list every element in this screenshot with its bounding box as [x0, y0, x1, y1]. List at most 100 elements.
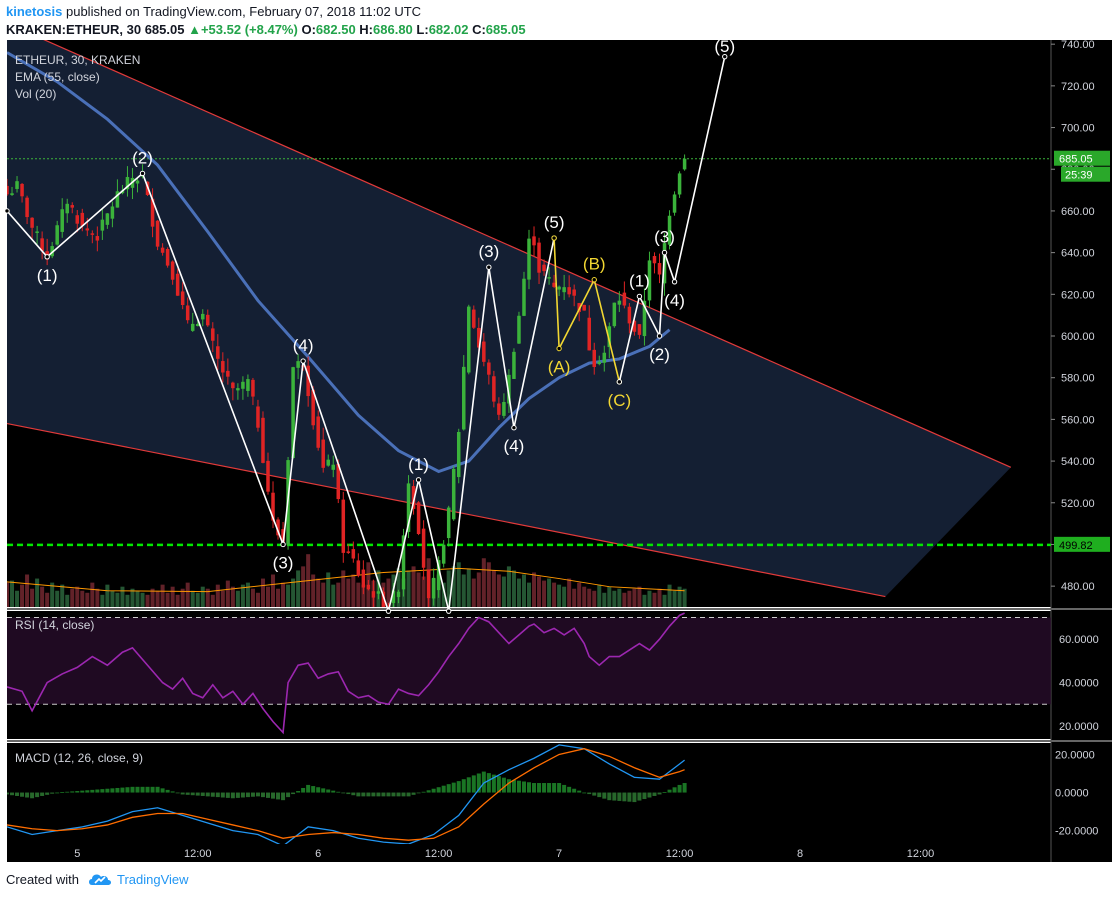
- rsi-legend: RSI (14, close): [15, 618, 94, 632]
- candle-body: [547, 277, 551, 279]
- macd-histogram-bar: [521, 781, 526, 793]
- tradingview-link[interactable]: TradingView: [117, 872, 189, 887]
- candle-body: [85, 228, 90, 231]
- tradingview-logo-icon[interactable]: [88, 871, 112, 887]
- volume-bar: [582, 586, 587, 607]
- author-name[interactable]: kinetosis: [6, 4, 63, 19]
- volume-bar: [612, 590, 617, 607]
- volume-bar: [577, 582, 582, 607]
- candle-body: [180, 291, 185, 306]
- macd-histogram-bar: [657, 792, 662, 795]
- candle-body: [40, 238, 44, 251]
- volume-bar: [230, 586, 235, 607]
- macd-histogram-bar: [30, 792, 35, 799]
- candle-body: [241, 381, 245, 389]
- time-axis-tick-label: 12:00: [425, 848, 453, 860]
- volume-bar: [351, 574, 356, 607]
- volume-bar: [296, 570, 301, 607]
- macd-histogram-bar: [406, 792, 411, 797]
- macd-histogram-bar: [662, 792, 667, 793]
- price-axis-tick-label: 700.00: [1061, 123, 1095, 135]
- macd-histogram-bar: [652, 792, 657, 796]
- low-label: L:: [416, 22, 429, 37]
- macd-histogram-bar: [436, 787, 441, 793]
- volume-bar: [170, 586, 175, 607]
- macd-histogram-bar: [386, 792, 391, 797]
- macd-histogram-bar: [150, 786, 155, 793]
- channel-lower-line: [7, 422, 886, 598]
- candle-body: [296, 361, 300, 368]
- volume-bar: [476, 572, 481, 607]
- wave-point: [511, 425, 517, 431]
- volume-bar: [10, 580, 15, 607]
- macd-histogram-bar: [526, 782, 532, 793]
- candle-body: [346, 551, 351, 553]
- macd-histogram-bar: [286, 792, 291, 798]
- macd-pane[interactable]: [7, 743, 1051, 844]
- volume-bar: [336, 582, 341, 607]
- candle-body: [50, 246, 54, 257]
- macd-histogram-bar: [291, 792, 296, 795]
- volume-bar: [55, 590, 60, 607]
- macd-histogram-bar: [542, 783, 547, 793]
- macd-histogram-bar: [140, 786, 145, 793]
- volume-bar: [567, 578, 572, 607]
- macd-histogram-bar: [301, 787, 306, 793]
- macd-histogram-bar: [306, 784, 311, 793]
- volume-bar: [557, 584, 562, 607]
- macd-line: [7, 744, 685, 844]
- macd-histogram-bar: [597, 792, 602, 798]
- wave-label: (C): [608, 391, 632, 410]
- candle-body: [557, 286, 561, 290]
- macd-histogram-bar: [552, 783, 557, 793]
- low-value: 682.02: [428, 22, 469, 37]
- macd-histogram-bar: [401, 792, 406, 797]
- last-price-badge: [1054, 150, 1110, 166]
- high-label: H:: [359, 22, 374, 37]
- signal-line: [7, 748, 685, 841]
- macd-histogram-bar: [361, 792, 366, 797]
- wave-point: [661, 249, 668, 256]
- volume-bar: [210, 594, 215, 607]
- volume-bar: [125, 594, 130, 607]
- time-axis[interactable]: [7, 844, 1051, 862]
- candle-body: [587, 317, 591, 351]
- wave-point: [671, 279, 678, 285]
- volume-bar: [667, 584, 672, 607]
- candle-body: [572, 289, 576, 296]
- volume-bar: [321, 582, 326, 607]
- candle-body: [160, 247, 165, 253]
- volume-bar: [496, 574, 501, 607]
- price-pane[interactable]: [7, 40, 1051, 607]
- wave-point: [591, 277, 597, 283]
- descending-channel[interactable]: [7, 40, 1012, 598]
- volume-bar: [461, 574, 466, 607]
- footer: Created with TradingView: [0, 862, 1112, 897]
- macd-histogram-bar: [185, 792, 190, 795]
- volume-bar: [587, 588, 592, 607]
- macd-histogram-bar: [537, 783, 542, 793]
- chart-area[interactable]: (1) (2) (3) (4) (1) (3) (4) (5) (A) (B) (C) (1) (2) (…: [0, 40, 1112, 862]
- candle-body: [90, 233, 95, 235]
- macd-histogram-bar: [265, 792, 271, 798]
- volume-bar: [311, 574, 316, 607]
- volume-bar: [466, 568, 471, 607]
- volume-bar: [677, 586, 682, 607]
- elliott-wave-annotations[interactable]: (1) (2) (3) (4) (1) (3) (4) (5) (A) (B) (C) (1) (2) (…: [4, 40, 735, 615]
- volume-bar: [597, 584, 602, 607]
- candle-body: [75, 215, 80, 224]
- volume-bar: [411, 566, 416, 607]
- macd-histogram-bar: [341, 792, 346, 794]
- candle-body: [326, 459, 330, 466]
- candle-body: [527, 238, 531, 280]
- candle-body: [542, 264, 546, 272]
- wave-point: [616, 379, 623, 385]
- wave-point: [300, 358, 306, 364]
- candle-body: [682, 158, 687, 170]
- candle-body: [647, 260, 652, 301]
- candle-body: [170, 261, 175, 280]
- time-axis-tick-label: 12:00: [666, 848, 694, 860]
- macd-histogram-bar: [642, 792, 647, 800]
- wave-label: (2): [132, 148, 153, 167]
- volume-bar: [185, 582, 190, 607]
